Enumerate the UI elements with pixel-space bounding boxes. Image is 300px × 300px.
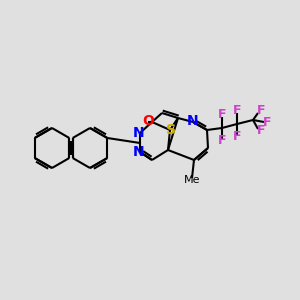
Text: O: O	[142, 114, 154, 128]
Text: N: N	[133, 126, 145, 140]
Text: F: F	[218, 107, 226, 121]
Text: F: F	[233, 130, 241, 143]
Text: N: N	[133, 145, 145, 159]
Text: F: F	[218, 134, 226, 148]
Text: F: F	[233, 103, 241, 116]
Text: F: F	[257, 124, 265, 137]
Text: Me: Me	[184, 175, 200, 185]
Text: N: N	[187, 114, 199, 128]
Text: F: F	[263, 116, 271, 128]
Text: F: F	[257, 104, 265, 118]
Text: S: S	[166, 123, 176, 137]
